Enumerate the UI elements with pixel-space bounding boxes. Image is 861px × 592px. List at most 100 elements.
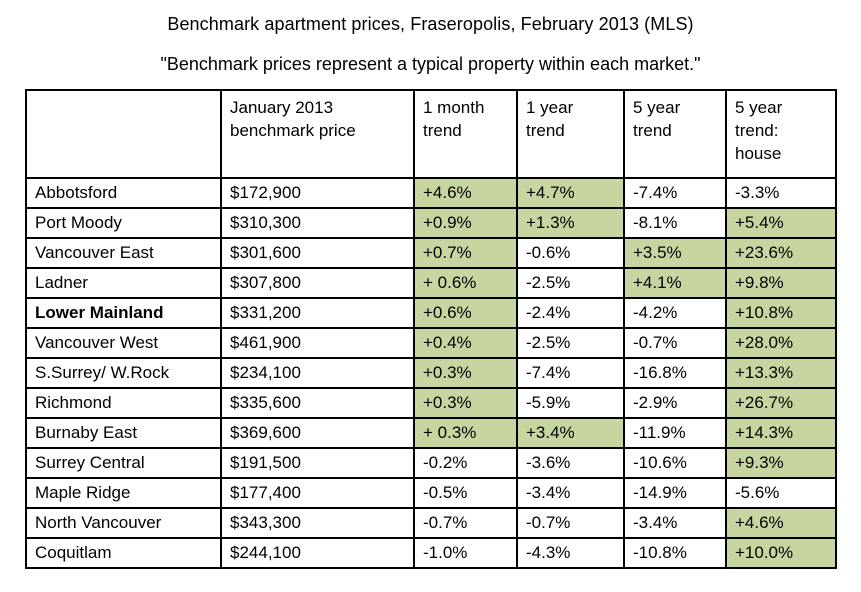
trend-cell: +0.3% xyxy=(413,387,518,419)
trend-cell: -2.5% xyxy=(516,327,625,359)
area-name-cell: Coquitlam xyxy=(25,537,222,569)
trend-cell: -14.9% xyxy=(623,477,727,509)
header-5-year-trend-house: 5 year trend: house xyxy=(725,89,837,179)
area-name-cell: Lower Mainland xyxy=(25,297,222,329)
trend-cell: + 0.6% xyxy=(413,267,518,299)
trend-cell: +0.3% xyxy=(413,357,518,389)
area-name-cell: Abbotsford xyxy=(25,177,222,209)
table-row: Abbotsford $172,900 +4.6% +4.7% -7.4% -3.3% xyxy=(25,177,837,209)
trend-cell: -1.0% xyxy=(413,537,518,569)
area-name-cell: Vancouver East xyxy=(25,237,222,269)
table-row: Richmond $335,600 +0.3% -5.9% -2.9% +26.7% xyxy=(25,387,837,419)
trend-cell: +14.3% xyxy=(725,417,837,449)
trend-cell: +4.6% xyxy=(725,507,837,539)
header-1-month-trend: 1 month trend xyxy=(413,89,518,179)
benchmark-price-cell: $343,300 xyxy=(220,507,415,539)
benchmark-price-cell: $191,500 xyxy=(220,447,415,479)
area-name-cell: North Vancouver xyxy=(25,507,222,539)
benchmark-price-cell: $172,900 xyxy=(220,177,415,209)
trend-cell: +4.7% xyxy=(516,177,625,209)
trend-cell: -16.8% xyxy=(623,357,727,389)
benchmark-price-cell: $177,400 xyxy=(220,477,415,509)
table-row: Lower Mainland $331,200 +0.6% -2.4% -4.2% +10… xyxy=(25,297,837,329)
page-title: Benchmark apartment prices, Fraseropolis… xyxy=(167,14,694,34)
benchmark-price-cell: $331,200 xyxy=(220,297,415,329)
trend-cell: -11.9% xyxy=(623,417,727,449)
trend-cell: -0.7% xyxy=(413,507,518,539)
table-row: Surrey Central $191,500 -0.2% -3.6% -10.6% +9… xyxy=(25,447,837,479)
trend-cell: +4.1% xyxy=(623,267,727,299)
header-1-year-trend: 1 year trend xyxy=(516,89,625,179)
trend-cell: -0.2% xyxy=(413,447,518,479)
trend-cell: +0.6% xyxy=(413,297,518,329)
trend-cell: -8.1% xyxy=(623,207,727,239)
trend-cell: +23.6% xyxy=(725,237,837,269)
trend-cell: -3.6% xyxy=(516,447,625,479)
trend-cell: -0.7% xyxy=(516,507,625,539)
trend-cell: -2.9% xyxy=(623,387,727,419)
trend-cell: -2.5% xyxy=(516,267,625,299)
trend-cell: +1.3% xyxy=(516,207,625,239)
header-benchmark-price: January 2013 benchmark price xyxy=(220,89,415,179)
trend-cell: +3.5% xyxy=(623,237,727,269)
area-name-cell: Surrey Central xyxy=(25,447,222,479)
trend-cell: +4.6% xyxy=(413,177,518,209)
trend-cell: + 0.3% xyxy=(413,417,518,449)
trend-cell: +0.7% xyxy=(413,237,518,269)
trend-cell: +10.8% xyxy=(725,297,837,329)
benchmark-price-table: January 2013 benchmark price 1 month tre… xyxy=(25,89,837,569)
area-name-cell: Richmond xyxy=(25,387,222,419)
benchmark-price-cell: $310,300 xyxy=(220,207,415,239)
trend-cell: +9.8% xyxy=(725,267,837,299)
trend-cell: -7.4% xyxy=(516,357,625,389)
trend-cell: -0.5% xyxy=(413,477,518,509)
header-area-blank xyxy=(25,89,222,179)
table-row: Coquitlam $244,100 -1.0% -4.3% -10.8% +10.0% xyxy=(25,537,837,569)
benchmark-price-cell: $244,100 xyxy=(220,537,415,569)
benchmark-price-cell: $335,600 xyxy=(220,387,415,419)
header-row: January 2013 benchmark price 1 month tre… xyxy=(25,89,837,179)
trend-cell: +0.4% xyxy=(413,327,518,359)
trend-cell: -3.4% xyxy=(623,507,727,539)
trend-cell: -10.6% xyxy=(623,447,727,479)
trend-cell: -5.6% xyxy=(725,477,837,509)
benchmark-price-cell: $461,900 xyxy=(220,327,415,359)
trend-cell: +0.9% xyxy=(413,207,518,239)
benchmark-price-cell: $369,600 xyxy=(220,417,415,449)
trend-cell: +9.3% xyxy=(725,447,837,479)
table-row: Ladner $307,800 + 0.6% -2.5% +4.1% +9.8% xyxy=(25,267,837,299)
trend-cell: +3.4% xyxy=(516,417,625,449)
trend-cell: -0.7% xyxy=(623,327,727,359)
benchmark-price-cell: $301,600 xyxy=(220,237,415,269)
table-row: Vancouver West $461,900 +0.4% -2.5% -0.7% +28… xyxy=(25,327,837,359)
area-name-cell: Vancouver West xyxy=(25,327,222,359)
page-subtitle: "Benchmark prices represent a typical pr… xyxy=(160,54,701,74)
trend-cell: -2.4% xyxy=(516,297,625,329)
trend-cell: -4.2% xyxy=(623,297,727,329)
area-name-cell: Burnaby East xyxy=(25,417,222,449)
trend-cell: +28.0% xyxy=(725,327,837,359)
header-5-year-trend: 5 year trend xyxy=(623,89,727,179)
trend-cell: -10.8% xyxy=(623,537,727,569)
area-name-cell: S.Surrey/ W.Rock xyxy=(25,357,222,389)
trend-cell: +13.3% xyxy=(725,357,837,389)
area-name-cell: Port Moody xyxy=(25,207,222,239)
trend-cell: -3.3% xyxy=(725,177,837,209)
trend-cell: -5.9% xyxy=(516,387,625,419)
benchmark-price-cell: $234,100 xyxy=(220,357,415,389)
trend-cell: -4.3% xyxy=(516,537,625,569)
table-row: Burnaby East $369,600 + 0.3% +3.4% -11.9% +14… xyxy=(25,417,837,449)
trend-cell: -0.6% xyxy=(516,237,625,269)
table-row: Port Moody $310,300 +0.9% +1.3% -8.1% +5.4% xyxy=(25,207,837,239)
trend-cell: +10.0% xyxy=(725,537,837,569)
trend-cell: -7.4% xyxy=(623,177,727,209)
table-row: North Vancouver $343,300 -0.7% -0.7% -3.4% +4… xyxy=(25,507,837,539)
area-name-cell: Ladner xyxy=(25,267,222,299)
area-name-cell: Maple Ridge xyxy=(25,477,222,509)
table-row: Vancouver East $301,600 +0.7% -0.6% +3.5% +23… xyxy=(25,237,837,269)
table-row: S.Surrey/ W.Rock $234,100 +0.3% -7.4% -16.8%… xyxy=(25,357,837,389)
trend-cell: -3.4% xyxy=(516,477,625,509)
table-body: Abbotsford $172,900 +4.6% +4.7% -7.4% -3.3% Po… xyxy=(25,177,837,569)
benchmark-price-cell: $307,800 xyxy=(220,267,415,299)
